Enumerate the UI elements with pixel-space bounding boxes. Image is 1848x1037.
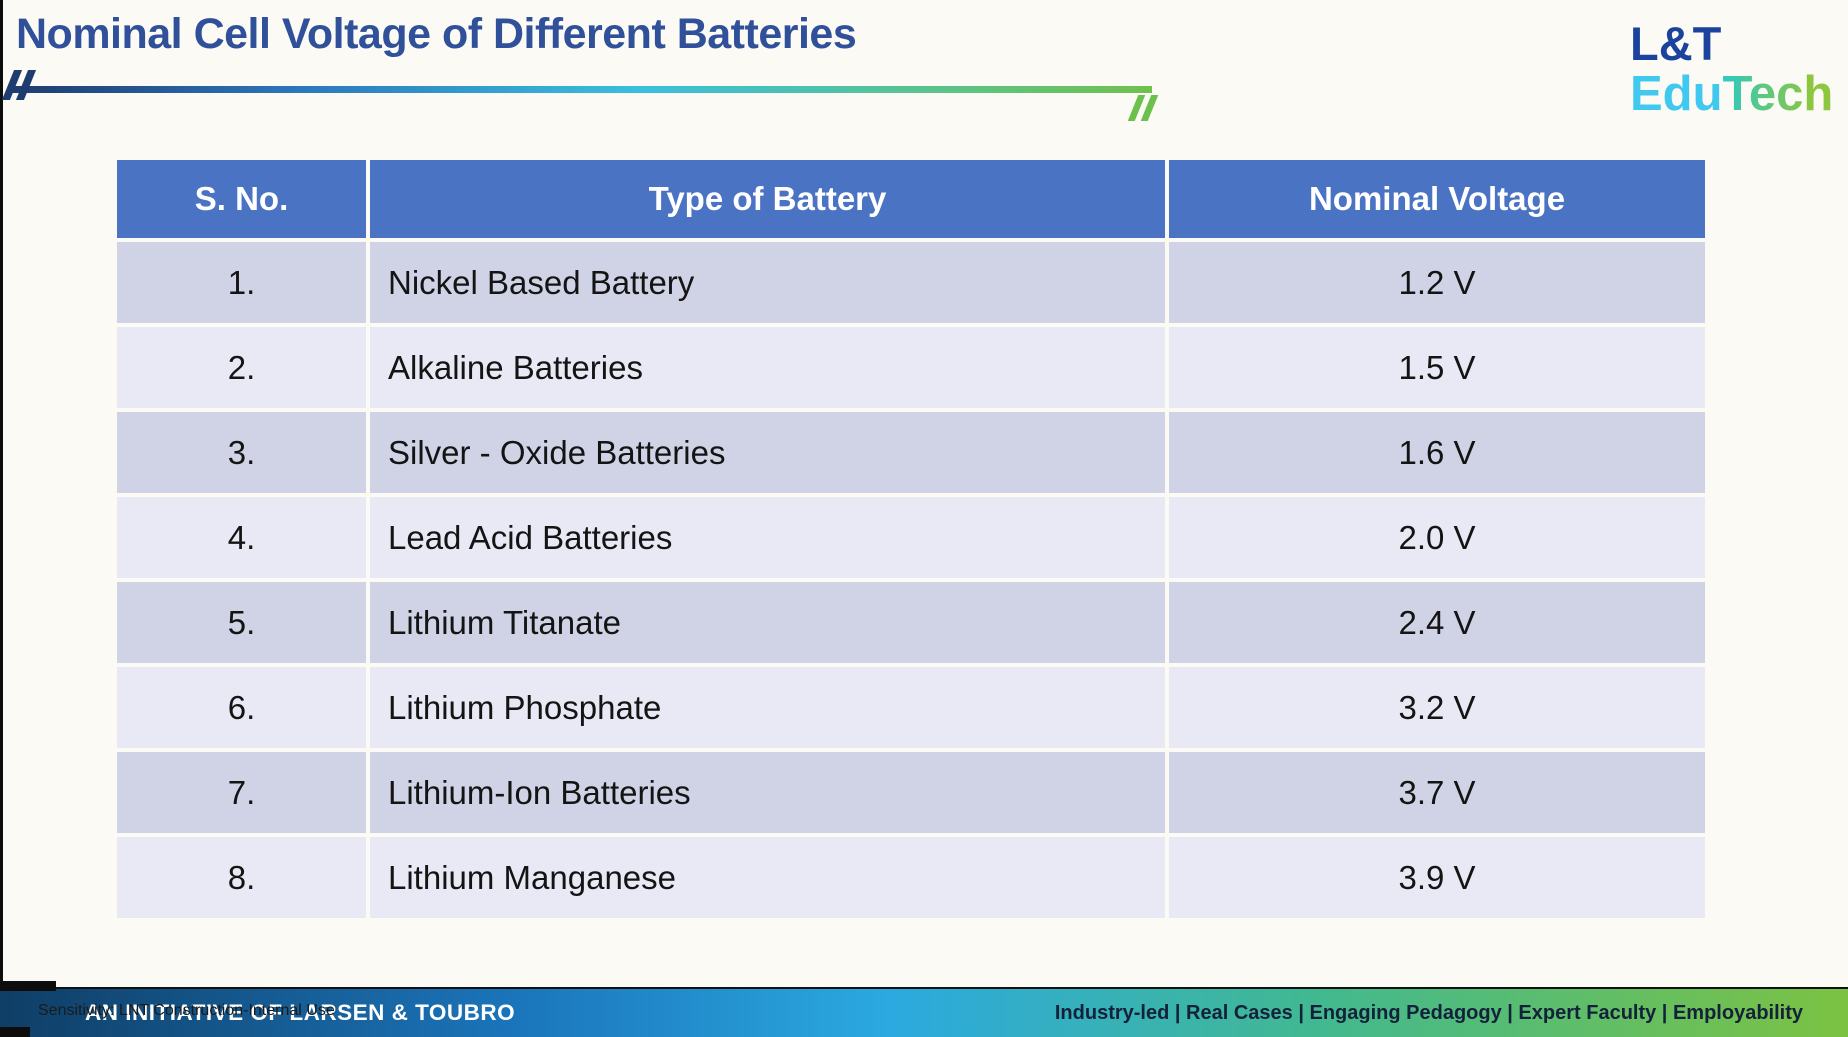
- logo-edu-part: Edu: [1630, 67, 1723, 121]
- table-cell-sno: 8.: [117, 837, 366, 918]
- table-cell-sno: 6.: [117, 667, 366, 748]
- table-cell-type: Lead Acid Batteries: [370, 497, 1165, 578]
- footer-initiative-text: AN INITIATIVE OF LARSEN & TOUBRO: [85, 1000, 516, 1025]
- table-cell-voltage: 1.6 V: [1169, 412, 1705, 493]
- table-cell-type: Lithium-Ion Batteries: [370, 752, 1165, 833]
- table-cell-voltage: 2.0 V: [1169, 497, 1705, 578]
- quote-mark-right-icon: [1127, 95, 1159, 121]
- table-cell-sno: 1.: [117, 242, 366, 323]
- table-cell-type: Silver - Oxide Batteries: [370, 412, 1165, 493]
- table-cell-sno: 3.: [117, 412, 366, 493]
- battery-voltage-table: S. No. Type of Battery Nominal Voltage 1…: [117, 160, 1705, 918]
- table-cell-type: Alkaline Batteries: [370, 327, 1165, 408]
- footer-tagline-text: Industry-led | Real Cases | Engaging Ped…: [1054, 1001, 1803, 1024]
- slide-title: Nominal Cell Voltage of Different Batter…: [16, 10, 857, 58]
- table-cell-type: Nickel Based Battery: [370, 242, 1165, 323]
- table-cell-sno: 5.: [117, 582, 366, 663]
- table-cell-type: Lithium Manganese: [370, 837, 1165, 918]
- table-cell-voltage: 3.7 V: [1169, 752, 1705, 833]
- player-artifact-top: [0, 981, 56, 991]
- lnt-edutech-logo: L&T EduTech: [1630, 20, 1833, 119]
- table-cell-sno: 7.: [117, 752, 366, 833]
- table-cell-sno: 4.: [117, 497, 366, 578]
- table-cell-voltage: 3.2 V: [1169, 667, 1705, 748]
- sensitivity-label: Sensitivity: LNT Construction-Internal U…: [38, 1002, 335, 1019]
- table-cell-voltage: 3.9 V: [1169, 837, 1705, 918]
- header-cell-type: Type of Battery: [370, 160, 1165, 238]
- table-cell-sno: 2.: [117, 327, 366, 408]
- header-cell-voltage: Nominal Voltage: [1169, 160, 1705, 238]
- table-cell-type: Lithium Titanate: [370, 582, 1165, 663]
- table-cell-voltage: 1.5 V: [1169, 327, 1705, 408]
- slide-left-edge: [0, 0, 3, 988]
- quote-mark-left-icon: [1, 70, 37, 100]
- table-cell-voltage: 2.4 V: [1169, 582, 1705, 663]
- logo-lnt-text: L&T: [1630, 17, 1722, 70]
- table-cell-type: Lithium Phosphate: [370, 667, 1165, 748]
- footer-bar: AN INITIATIVE OF LARSEN & TOUBRO Industr…: [0, 987, 1848, 1037]
- logo-tech-part: Tech: [1722, 67, 1834, 121]
- player-artifact-bottom: [0, 1027, 30, 1037]
- logo-edutech-text: EduTech: [1630, 70, 1833, 119]
- table-cell-voltage: 1.2 V: [1169, 242, 1705, 323]
- title-underline-gradient: [10, 86, 1152, 93]
- header-cell-sno: S. No.: [117, 160, 366, 238]
